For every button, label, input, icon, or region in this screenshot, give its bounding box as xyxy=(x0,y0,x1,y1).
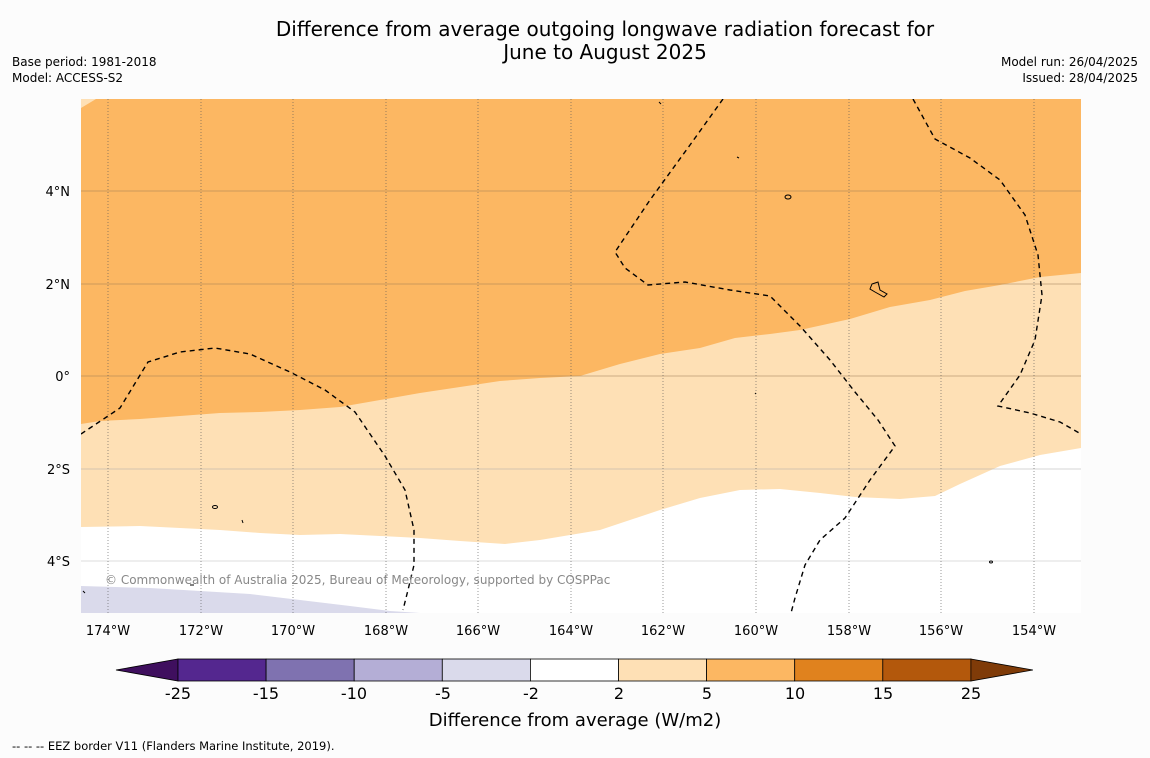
x-tick-label: 172°W xyxy=(179,624,223,639)
chart-title-line1: Difference from average outgoing longwav… xyxy=(275,17,935,41)
colorbar-segment xyxy=(618,658,707,682)
colorbar-tick-label: 10 xyxy=(785,684,805,703)
y-tick-label: 2°S xyxy=(47,463,70,478)
meta-left: Base period: 1981-2018 Model: ACCESS-S2 xyxy=(12,54,157,86)
colorbar-segment xyxy=(177,658,267,682)
colorbar-tick-label: 25 xyxy=(961,684,981,703)
colorbar-tick-label: 2 xyxy=(614,684,624,703)
colorbar: -25 -15 -10 -5 -2 2 5 10 15 25 Differenc… xyxy=(115,658,1033,731)
colorbar-segment xyxy=(353,658,443,682)
colorbar-tick-label: -10 xyxy=(341,684,367,703)
colorbar-tick-label: -25 xyxy=(165,684,191,703)
model-run-label: Model run: 26/04/2025 xyxy=(1000,55,1138,69)
x-tick-label: 166°W xyxy=(456,624,500,639)
issued-label: Issued: 28/04/2025 xyxy=(1022,71,1138,85)
base-period-label: Base period: 1981-2018 xyxy=(12,55,157,69)
x-tick-label: 174°W xyxy=(86,624,130,639)
eez-border-east xyxy=(912,99,1081,435)
colorbar-segment xyxy=(265,658,355,682)
colorbar-tick-label: -15 xyxy=(253,684,279,703)
x-tick-label: 154°W xyxy=(1012,624,1056,639)
y-tick-label: 0° xyxy=(55,370,70,385)
colorbar-extend-low xyxy=(115,658,179,682)
eez-border-west xyxy=(81,347,415,611)
colorbar-tick-label: 5 xyxy=(702,684,712,703)
colorbar-segment xyxy=(441,658,531,682)
x-tick-label: 168°W xyxy=(364,624,408,639)
colorbar-segment xyxy=(530,658,619,682)
x-tick-label: 160°W xyxy=(734,624,778,639)
colorbar-tick-label: -2 xyxy=(523,684,539,703)
y-tick-label: 2°N xyxy=(46,278,71,293)
model-label: Model: ACCESS-S2 xyxy=(12,71,124,85)
colorbar-ticks: -25 -15 -10 -5 -2 2 5 10 15 25 xyxy=(165,684,981,703)
colorbar-extend-high xyxy=(970,658,1033,682)
meta-right: Model run: 26/04/2025 Issued: 28/04/2025 xyxy=(1001,54,1138,86)
x-tick-label: 162°W xyxy=(641,624,685,639)
anomaly-band-minus5-to-minus2 xyxy=(81,586,420,613)
anomaly-notch xyxy=(81,99,96,108)
copyright-text: © Commonwealth of Australia 2025, Bureau… xyxy=(105,573,610,587)
x-tick-label: 156°W xyxy=(919,624,963,639)
islands xyxy=(82,101,993,594)
y-tick-label: 4°S xyxy=(47,555,70,570)
y-axis-ticks: 4°N 2°N 0° 2°S 4°S xyxy=(46,185,71,570)
colorbar-segment xyxy=(794,658,884,682)
map-panel xyxy=(81,99,1081,613)
colorbar-tick-label: 15 xyxy=(873,684,893,703)
colorbar-segments xyxy=(115,658,1033,682)
anomaly-band-5-to-10 xyxy=(81,99,1081,424)
y-tick-label: 4°N xyxy=(46,185,71,200)
eez-border-central xyxy=(614,99,896,613)
x-tick-label: 170°W xyxy=(271,624,315,639)
chart-title-line2: June to August 2025 xyxy=(503,40,707,64)
x-tick-label: 158°W xyxy=(827,624,871,639)
x-axis-ticks: 174°W 172°W 170°W 168°W 166°W 164°W 162°… xyxy=(86,624,1056,639)
colorbar-segment xyxy=(882,658,972,682)
colorbar-segment xyxy=(706,658,796,682)
eez-borders xyxy=(81,99,1081,613)
gridlines xyxy=(81,99,1081,613)
chart-title: Difference from average outgoing longwav… xyxy=(250,18,960,64)
colorbar-tick-label: -5 xyxy=(435,684,451,703)
colorbar-label: Difference from average (W/m2) xyxy=(429,710,721,731)
x-tick-label: 164°W xyxy=(549,624,593,639)
eez-footnote: -- -- -- EEZ border V11 (Flanders Marine… xyxy=(12,739,335,753)
